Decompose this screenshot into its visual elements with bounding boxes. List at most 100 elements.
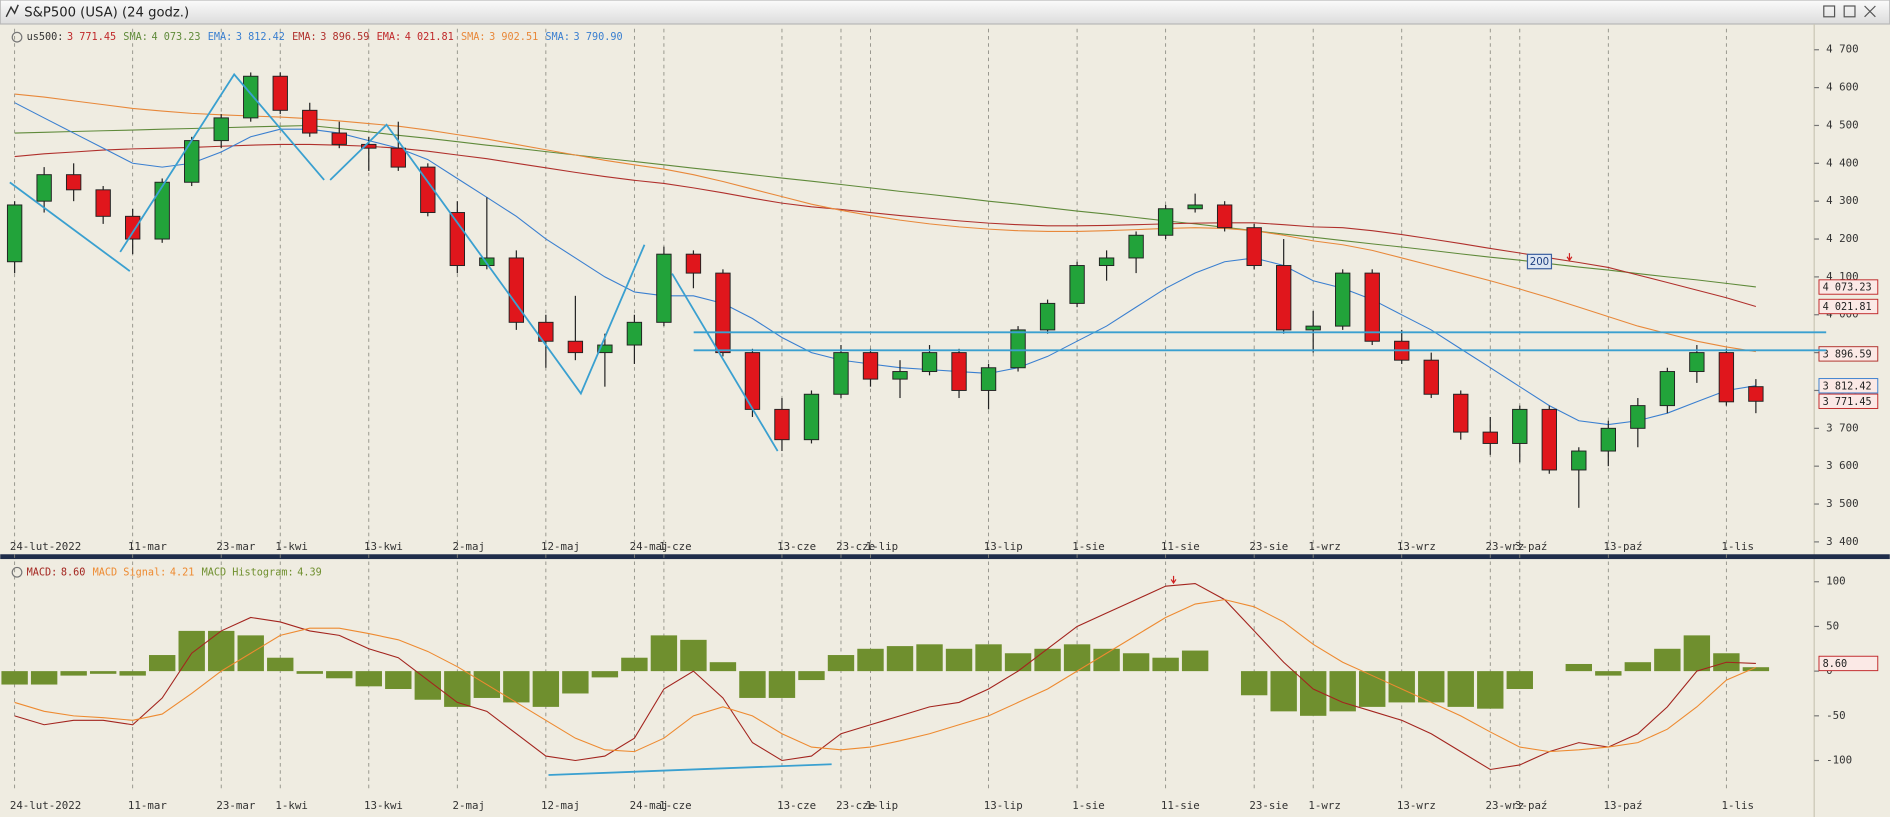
legend-label: EMA: [292,32,317,43]
legend-value: 4 073.23 [151,32,200,43]
annotation-box [1526,253,1553,270]
x-tick-label: 13-kwi [364,540,403,553]
candle-body [1541,408,1557,471]
legend-label: SMA: [545,32,570,43]
x-tick-label: 3-paź [1515,540,1547,553]
histogram-bar [768,671,796,698]
legend-icon [11,31,23,578]
signal-arrow [1170,575,1177,585]
maximize-button[interactable] [1843,5,1856,18]
histogram-bar [1418,671,1445,703]
x-tick-label: 24-lut-2022 [10,540,81,553]
x-tick-label: 13-kwi [364,799,403,812]
signal-arrow [1566,253,1573,262]
histogram-bar [1742,667,1770,672]
value-box [1818,378,1879,394]
trend-line[interactable] [9,181,131,272]
x-tick-label: 1-cze [659,799,691,812]
moving-average [14,143,1757,308]
legend-value: 3 790.90 [574,32,623,43]
candle-body [125,215,141,240]
histogram-bar [414,671,442,700]
x-tick-label: 24-maj [630,540,669,553]
legend-value: 4.39 [297,567,322,578]
candle-body [626,321,643,346]
x-tick-label: 13-lip [984,799,1023,812]
candle-body [1453,393,1469,433]
x-tick-label: 1-lip [866,540,898,553]
macd-line [14,599,1757,753]
candle-body [980,367,997,391]
candle-body [1305,325,1321,331]
histogram-bar [148,655,176,672]
candle-body [921,352,938,373]
candle-body [1335,272,1351,327]
trend-line[interactable] [329,123,646,396]
y-tick-label: -50 [1826,709,1845,722]
legend-label: MACD: [27,567,58,578]
histogram-bar [591,671,619,678]
candle-body [1187,204,1203,210]
histogram-bar [267,657,294,672]
candle-body [951,352,967,391]
candle-body [1659,371,1676,407]
histogram-bar [1093,648,1120,672]
candle-body [95,189,111,217]
candle-body [390,147,406,168]
legend-label: MACD Histogram: [202,567,294,578]
candle-body [656,253,672,323]
value-box [1818,346,1879,362]
value-box [1818,393,1879,409]
y-tick-label: 4 500 [1826,118,1858,131]
histogram-bar [1477,671,1504,709]
candle-body [1157,208,1174,236]
candle-body [331,132,347,145]
x-tick-label: 1-wrz [1308,799,1340,812]
chart-icon [5,4,19,18]
y-tick-label: 3 700 [1826,421,1858,434]
trend-line[interactable] [119,72,325,253]
histogram-bar [1624,662,1652,672]
x-tick-label: 23-wrz [1485,540,1524,553]
candle-body [1423,359,1439,395]
trend-line[interactable] [671,273,779,452]
y-tick-label: -100 [1826,754,1852,767]
x-tick-label: 23-mar [216,540,255,553]
histogram-bar [1004,653,1032,672]
histogram-bar [1240,671,1268,696]
histogram-bar [385,671,412,690]
x-tick-label: 1-cze [659,540,691,553]
histogram-bar [886,646,914,672]
candle-body [1482,431,1498,444]
legend: us500: 3 771.45 SMA: 4 073.23 EMA: 3 812.42 EM… [27,32,623,43]
candle-body [1128,234,1144,259]
y-tick-label: 4 200 [1826,232,1858,245]
candle-body [302,109,318,134]
histogram-bar [355,671,382,687]
close-button[interactable] [1864,5,1876,18]
candle-body [1098,257,1115,267]
restore-button[interactable] [1823,5,1836,18]
candle-body [1718,352,1735,403]
candle-body [597,344,613,354]
histogram-bar [1152,657,1179,672]
candle-body [65,174,82,191]
candle-body [1689,352,1705,373]
candle-body [36,174,52,202]
candle-body [243,75,259,119]
candle-body [892,371,908,380]
histogram-bar [503,671,530,703]
histogram-bar [621,657,648,672]
histogram-bar [1122,653,1150,672]
histogram-bar [1270,671,1297,712]
trend-line[interactable] [548,763,832,776]
x-tick-label: 1-lip [866,799,898,812]
histogram-bar [1,671,28,685]
candle-body [1571,450,1587,471]
histogram-bar [916,644,943,672]
x-tick-label: 23-sie [1249,540,1288,553]
histogram-bar [296,671,323,674]
legend-value: 3 771.45 [67,32,116,43]
histogram-bar [975,644,1002,672]
